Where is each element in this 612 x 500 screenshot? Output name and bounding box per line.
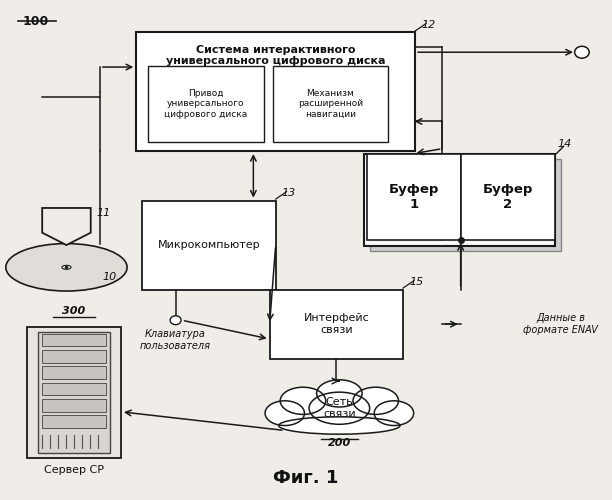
FancyBboxPatch shape	[136, 32, 415, 151]
Text: Сервер CP: Сервер CP	[44, 465, 104, 475]
Text: Сеть
связи: Сеть связи	[323, 398, 356, 419]
FancyBboxPatch shape	[148, 66, 264, 142]
Ellipse shape	[316, 380, 362, 407]
Text: 200: 200	[328, 438, 351, 448]
Ellipse shape	[265, 401, 305, 425]
Text: Фиг. 1: Фиг. 1	[274, 470, 338, 488]
FancyBboxPatch shape	[270, 290, 403, 359]
Text: Микрокомпьютер: Микрокомпьютер	[158, 240, 260, 250]
FancyBboxPatch shape	[42, 415, 106, 428]
Polygon shape	[42, 208, 91, 245]
FancyBboxPatch shape	[42, 382, 106, 396]
Text: Буфер
1: Буфер 1	[389, 183, 439, 211]
Text: 15: 15	[409, 277, 424, 287]
FancyBboxPatch shape	[38, 332, 110, 452]
Text: Система интерактивного
универсального цифрового диска: Система интерактивного универсального ци…	[166, 45, 386, 66]
FancyBboxPatch shape	[27, 326, 121, 458]
FancyBboxPatch shape	[42, 334, 106, 346]
Text: Буфер
2: Буфер 2	[482, 183, 533, 211]
Ellipse shape	[6, 244, 127, 291]
FancyBboxPatch shape	[42, 350, 106, 362]
Circle shape	[575, 46, 589, 58]
Ellipse shape	[353, 387, 398, 414]
Text: 14: 14	[558, 138, 572, 148]
Text: Привод
универсального
цифрового диска: Привод универсального цифрового диска	[164, 89, 248, 119]
Text: Данные в
формате ENAV: Данные в формате ENAV	[523, 314, 598, 335]
FancyBboxPatch shape	[42, 366, 106, 379]
Text: 10: 10	[103, 272, 117, 282]
FancyBboxPatch shape	[272, 66, 388, 142]
Text: Интерфейс
связи: Интерфейс связи	[304, 314, 369, 335]
Circle shape	[170, 316, 181, 324]
Text: 300: 300	[62, 306, 86, 316]
FancyBboxPatch shape	[367, 154, 461, 240]
FancyBboxPatch shape	[364, 154, 554, 246]
Text: Клавиатура
пользователя: Клавиатура пользователя	[140, 329, 211, 350]
Ellipse shape	[278, 417, 400, 434]
Text: 11: 11	[97, 208, 111, 218]
Ellipse shape	[309, 392, 370, 424]
FancyBboxPatch shape	[370, 158, 561, 251]
Ellipse shape	[62, 266, 71, 270]
Text: 13: 13	[282, 188, 296, 198]
Ellipse shape	[280, 387, 326, 414]
Text: 12: 12	[421, 20, 436, 30]
FancyBboxPatch shape	[42, 399, 106, 411]
FancyBboxPatch shape	[461, 154, 554, 240]
Text: 100: 100	[23, 15, 49, 28]
Ellipse shape	[374, 401, 414, 425]
FancyBboxPatch shape	[142, 200, 275, 290]
Text: Механизм
расширенной
навигации: Механизм расширенной навигации	[297, 89, 363, 119]
